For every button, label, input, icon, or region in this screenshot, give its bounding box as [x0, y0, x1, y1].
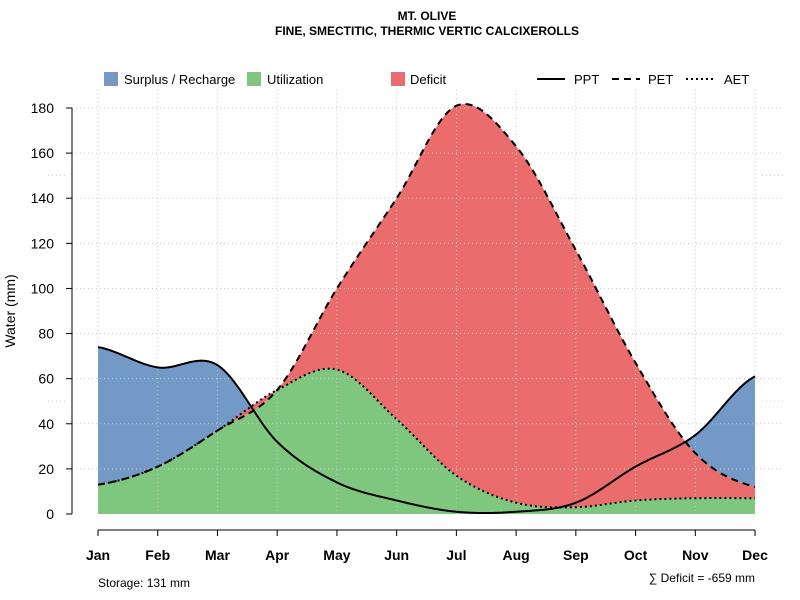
deficit-note: ∑ Deficit = -659 mm: [649, 571, 755, 585]
x-tick-label-feb: Feb: [145, 547, 170, 563]
x-tick-label-jul: Jul: [446, 547, 466, 563]
y-tick-label-60: 60: [38, 371, 54, 387]
chart-subtitle: FINE, SMECTITIC, THERMIC VERTIC CALCIXER…: [275, 24, 579, 38]
y-tick-label-40: 40: [38, 416, 54, 432]
legend-label-pet: PET: [648, 72, 673, 87]
x-tick-label-apr: Apr: [265, 547, 290, 563]
legend-label-surplus: Surplus / Recharge: [124, 72, 235, 87]
legend-swatch-surplus: [104, 72, 118, 86]
y-axis-title: Water (mm): [2, 274, 18, 347]
plot-area: 0 20 40 60 80 100 120 140 160 180 Jan Feb Mar Apr May J…: [31, 90, 784, 563]
series-line-aet: [97, 367, 756, 509]
x-tick-label-oct: Oct: [624, 547, 648, 563]
y-tick-label-140: 140: [31, 190, 55, 206]
x-tick-label-dec: Dec: [742, 547, 768, 563]
legend-swatch-utilization: [247, 72, 261, 86]
y-tick-label-180: 180: [31, 100, 55, 116]
y-tick-label-100: 100: [31, 280, 55, 296]
legend-label-ppt: PPT: [574, 72, 599, 87]
y-tick-label-80: 80: [38, 326, 54, 342]
legend-swatch-deficit: [391, 72, 405, 86]
surplus-area: [98, 104, 756, 487]
legend-label-deficit: Deficit: [410, 72, 447, 87]
x-tick-label-jun: Jun: [384, 547, 409, 563]
y-tick-label-0: 0: [46, 506, 54, 522]
x-tick-label-may: May: [323, 547, 350, 563]
legend-label-utilization: Utilization: [267, 72, 323, 87]
y-tick-label-20: 20: [38, 461, 54, 477]
y-tick-label-120: 120: [31, 235, 55, 251]
x-tick-label-jan: Jan: [86, 547, 110, 563]
y-tick-label-160: 160: [31, 145, 55, 161]
x-tick-label-sep: Sep: [563, 547, 589, 563]
x-tick-label-mar: Mar: [205, 547, 230, 563]
x-tick-label-aug: Aug: [503, 547, 530, 563]
deficit-area: [98, 104, 756, 508]
x-tick-label-nov: Nov: [682, 547, 709, 563]
chart-title: MT. OLIVE: [398, 9, 457, 23]
legend: Surplus / Recharge Utilization Deficit P…: [104, 72, 749, 87]
series-line-ppt: [97, 346, 756, 515]
legend-label-aet: AET: [724, 72, 749, 87]
storage-note: Storage: 131 mm: [98, 576, 190, 590]
